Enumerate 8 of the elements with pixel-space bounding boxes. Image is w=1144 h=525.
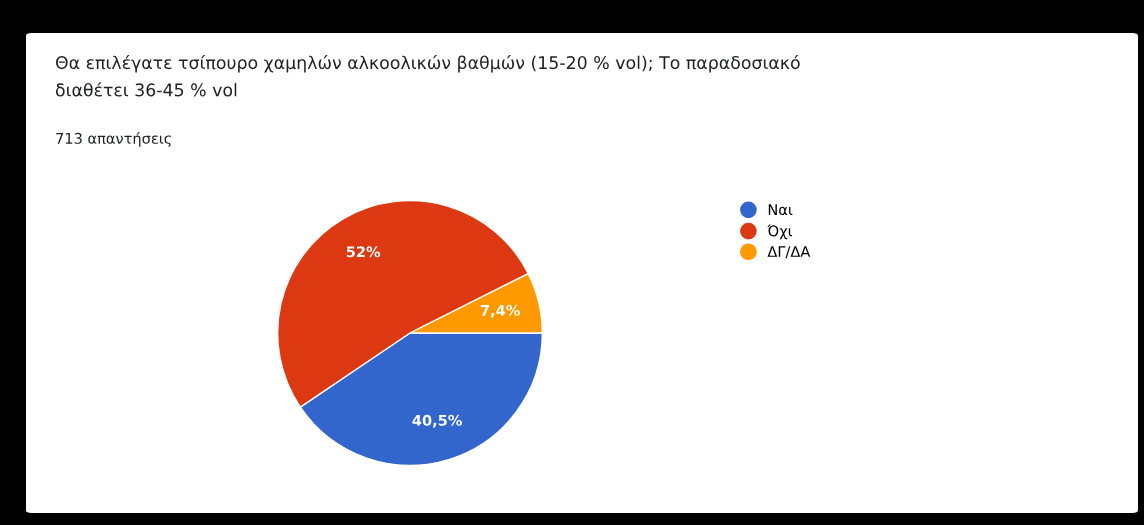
text: 713 απαντήσεις: [56, 132, 171, 147]
data-label: 52%: [346, 246, 381, 258]
legend-label: ΔΓ/ΔΑ: [767, 246, 811, 259]
legend-label: Ναι: [768, 204, 793, 216]
data-label: 40,5%: [412, 414, 462, 428]
chart-title: Θα επιλέγατε τσίπουρο χαμηλών αλκοολικών βαθμών (15-20 % vol); Το παραδοσιακό διαθέτει 36-45 % vol: [55, 55, 800, 97]
data-label: 7,4%: [480, 304, 520, 318]
legend-label: Όχι: [767, 224, 793, 240]
